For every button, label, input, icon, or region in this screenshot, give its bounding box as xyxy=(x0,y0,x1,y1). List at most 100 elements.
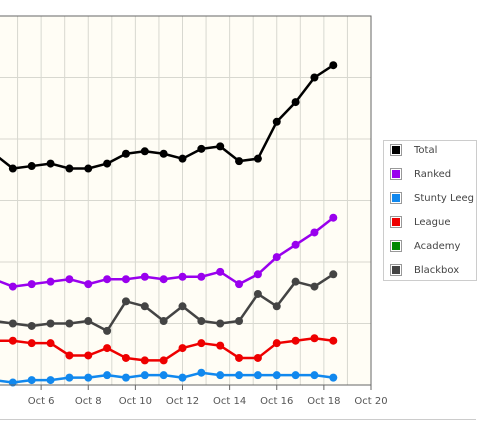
data-point-league[interactable] xyxy=(253,353,262,362)
data-point-ranked[interactable] xyxy=(103,275,112,284)
legend-label-league: League xyxy=(414,216,451,228)
data-point-league[interactable] xyxy=(8,336,17,345)
legend-item-total: Total xyxy=(390,143,437,157)
data-point-total[interactable] xyxy=(159,149,168,158)
data-point-ranked[interactable] xyxy=(178,272,187,281)
data-point-stunty-leeg[interactable] xyxy=(27,376,36,385)
data-point-total[interactable] xyxy=(329,61,338,70)
data-point-total[interactable] xyxy=(235,157,244,166)
data-point-ranked[interactable] xyxy=(140,272,149,281)
data-point-ranked[interactable] xyxy=(46,277,55,286)
data-point-league[interactable] xyxy=(291,336,300,345)
data-point-blackbox[interactable] xyxy=(216,319,225,328)
data-point-league[interactable] xyxy=(235,353,244,362)
data-point-stunty-leeg[interactable] xyxy=(235,371,244,380)
legend: Total Ranked Stunty Leeg League Academy … xyxy=(383,140,477,281)
data-point-total[interactable] xyxy=(84,164,93,173)
data-point-ranked[interactable] xyxy=(216,267,225,276)
data-point-league[interactable] xyxy=(159,356,168,365)
data-point-league[interactable] xyxy=(140,356,149,365)
data-point-blackbox[interactable] xyxy=(103,326,112,335)
data-point-total[interactable] xyxy=(253,154,262,163)
data-point-stunty-leeg[interactable] xyxy=(178,373,187,382)
data-point-ranked[interactable] xyxy=(197,272,206,281)
data-point-total[interactable] xyxy=(103,159,112,168)
data-point-stunty-leeg[interactable] xyxy=(103,371,112,380)
grid-lines xyxy=(0,16,371,385)
data-point-total[interactable] xyxy=(27,162,36,171)
data-point-stunty-leeg[interactable] xyxy=(216,371,225,380)
data-point-ranked[interactable] xyxy=(27,280,36,289)
data-point-blackbox[interactable] xyxy=(140,302,149,311)
data-point-blackbox[interactable] xyxy=(84,317,93,326)
data-point-total[interactable] xyxy=(310,73,319,82)
data-point-ranked[interactable] xyxy=(272,253,281,262)
data-point-league[interactable] xyxy=(84,351,93,360)
data-point-blackbox[interactable] xyxy=(291,277,300,286)
data-point-stunty-leeg[interactable] xyxy=(310,371,319,380)
data-point-ranked[interactable] xyxy=(235,280,244,289)
data-point-league[interactable] xyxy=(46,339,55,348)
data-point-stunty-leeg[interactable] xyxy=(84,373,93,382)
data-point-blackbox[interactable] xyxy=(8,319,17,328)
data-point-ranked[interactable] xyxy=(8,282,17,291)
legend-swatch-blackbox xyxy=(390,264,402,276)
data-point-total[interactable] xyxy=(197,144,206,153)
data-point-total[interactable] xyxy=(178,154,187,163)
data-point-league[interactable] xyxy=(216,341,225,350)
data-point-total[interactable] xyxy=(46,159,55,168)
data-point-league[interactable] xyxy=(197,339,206,348)
data-point-ranked[interactable] xyxy=(65,275,74,284)
data-point-league[interactable] xyxy=(121,353,130,362)
data-point-ranked[interactable] xyxy=(291,240,300,249)
data-point-blackbox[interactable] xyxy=(235,317,244,326)
data-point-blackbox[interactable] xyxy=(329,270,338,279)
data-point-ranked[interactable] xyxy=(84,280,93,289)
data-point-stunty-leeg[interactable] xyxy=(121,373,130,382)
data-point-ranked[interactable] xyxy=(121,275,130,284)
data-point-total[interactable] xyxy=(140,147,149,156)
data-point-blackbox[interactable] xyxy=(253,289,262,298)
legend-item-stunty-leeg: Stunty Leeg xyxy=(390,191,474,205)
x-tick-label-oct-10: Oct 10 xyxy=(119,396,152,407)
data-point-blackbox[interactable] xyxy=(178,302,187,311)
data-point-total[interactable] xyxy=(272,117,281,126)
data-point-stunty-leeg[interactable] xyxy=(253,371,262,380)
data-point-ranked[interactable] xyxy=(159,275,168,284)
data-point-league[interactable] xyxy=(65,351,74,360)
data-point-blackbox[interactable] xyxy=(121,297,130,306)
data-point-league[interactable] xyxy=(27,339,36,348)
data-point-stunty-leeg[interactable] xyxy=(272,371,281,380)
data-point-league[interactable] xyxy=(103,344,112,353)
data-point-stunty-leeg[interactable] xyxy=(197,368,206,377)
legend-label-stunty-leeg: Stunty Leeg xyxy=(414,192,475,204)
data-point-stunty-leeg[interactable] xyxy=(159,371,168,380)
data-point-league[interactable] xyxy=(178,344,187,353)
data-point-total[interactable] xyxy=(121,149,130,158)
data-point-blackbox[interactable] xyxy=(310,282,319,291)
data-point-blackbox[interactable] xyxy=(197,317,206,326)
data-point-blackbox[interactable] xyxy=(27,321,36,330)
data-point-total[interactable] xyxy=(291,98,300,107)
data-point-ranked[interactable] xyxy=(329,213,338,222)
data-point-blackbox[interactable] xyxy=(46,319,55,328)
data-point-league[interactable] xyxy=(310,334,319,343)
data-point-blackbox[interactable] xyxy=(272,302,281,311)
data-point-stunty-leeg[interactable] xyxy=(140,371,149,380)
data-point-stunty-leeg[interactable] xyxy=(329,373,338,382)
data-point-ranked[interactable] xyxy=(310,228,319,237)
x-tick-label-oct-18: Oct 18 xyxy=(307,396,340,407)
data-point-total[interactable] xyxy=(65,164,74,173)
data-point-league[interactable] xyxy=(272,339,281,348)
data-point-total[interactable] xyxy=(8,164,17,173)
data-point-stunty-leeg[interactable] xyxy=(46,376,55,385)
data-point-blackbox[interactable] xyxy=(159,317,168,326)
data-point-stunty-leeg[interactable] xyxy=(65,373,74,382)
legend-swatch-ranked xyxy=(390,168,402,180)
series-league xyxy=(0,334,338,365)
data-point-league[interactable] xyxy=(329,336,338,345)
data-point-blackbox[interactable] xyxy=(65,319,74,328)
data-point-ranked[interactable] xyxy=(253,270,262,279)
data-point-stunty-leeg[interactable] xyxy=(291,371,300,380)
data-point-total[interactable] xyxy=(216,142,225,151)
